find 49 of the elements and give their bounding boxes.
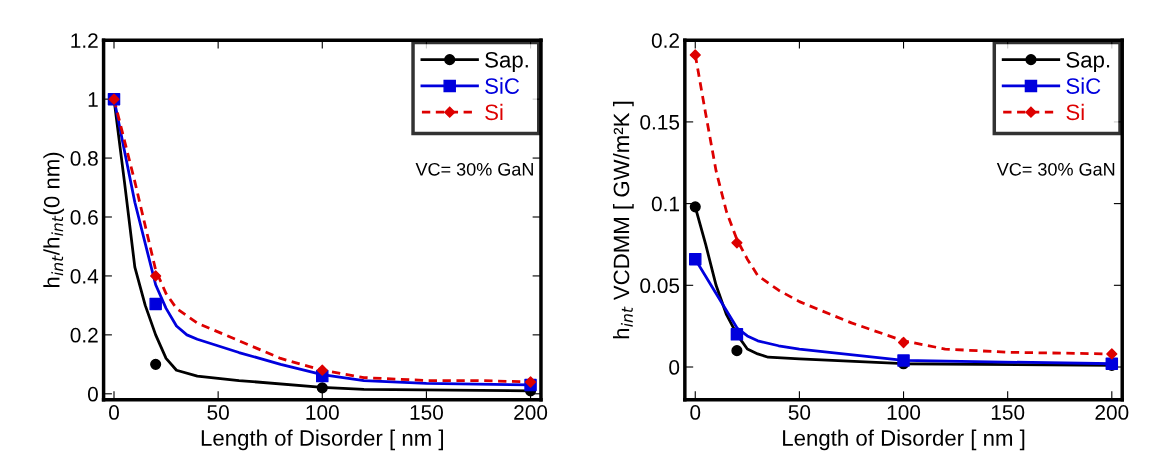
x-axis-title: Length of Disorder [ nm ] [783, 429, 1025, 451]
y-axis-title: h$_{int}$/h$_{int}$(0 nm) [43, 152, 65, 288]
legend-label: SiC [1066, 77, 1101, 94]
point [689, 201, 701, 213]
legend-label: Sap. [1066, 51, 1110, 73]
legend-label: Si [1066, 103, 1084, 121]
annotation: VC= 30% GaN [415, 162, 533, 176]
x-tick-label: 200 [1095, 405, 1129, 420]
point [731, 237, 743, 249]
y-axis-title: h$_{int}$ VCDMM [ GW/m²K ] [613, 101, 634, 339]
y-tick-label: 0.2 [70, 327, 98, 343]
point [524, 376, 537, 388]
point [897, 354, 910, 367]
point [897, 336, 910, 349]
y-tick-label: 0.4 [70, 268, 99, 284]
y-tick-label: 0 [87, 386, 98, 402]
point [149, 297, 162, 311]
x-tick-label: 50 [788, 405, 811, 420]
y-tick-label: 1 [88, 92, 98, 107]
y-tick-label: 0.15 [640, 114, 680, 130]
legend-label: SiC [485, 77, 520, 94]
x-tick-label: 200 [514, 405, 548, 420]
y-tick-label: 0 [669, 360, 680, 375]
y-tick-label: 0.6 [70, 210, 98, 225]
annotation: VC= 30% GaN [996, 162, 1115, 176]
x-tick-label: 150 [410, 405, 443, 420]
point [150, 270, 162, 282]
point [150, 358, 162, 370]
legend-label: Si [485, 103, 503, 121]
point [316, 382, 328, 394]
point [731, 345, 743, 357]
point [1106, 348, 1118, 360]
y-tick-label: 0.2 [651, 33, 679, 48]
point [689, 252, 702, 266]
point [689, 49, 701, 61]
x-tick-label: 50 [207, 405, 229, 420]
point [730, 328, 744, 341]
x-tick-label: 100 [306, 405, 339, 420]
y-tick-label: 0.1 [651, 196, 679, 212]
x-tick-label: 100 [887, 405, 921, 420]
x-tick-label: 0 [690, 405, 701, 420]
y-tick-label: 1.2 [71, 33, 98, 48]
y-tick-label: 0.8 [70, 151, 98, 166]
x-axis-title: Length of Disorder [ nm ] [201, 429, 443, 451]
legend-label: Sap. [485, 51, 528, 73]
point [316, 364, 328, 376]
y-tick-label: 0.05 [640, 278, 680, 294]
x-tick-label: 0 [109, 405, 119, 420]
x-tick-label: 150 [991, 405, 1025, 420]
